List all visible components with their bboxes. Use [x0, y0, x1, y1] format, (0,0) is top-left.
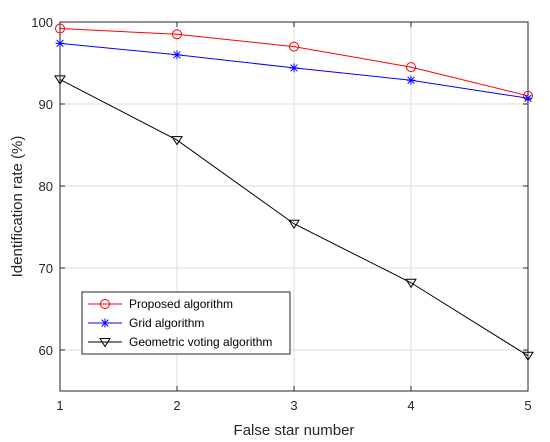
series-group — [54, 23, 534, 362]
data-point — [55, 38, 65, 48]
series-line — [59, 78, 529, 357]
data-point — [289, 63, 299, 73]
x-tick-label: 4 — [407, 398, 414, 413]
legend: Proposed algorithm Grid algorithm Geometri… — [81, 291, 291, 355]
data-point — [171, 136, 183, 146]
data-point — [406, 75, 416, 85]
legend-item: Proposed algorithm — [88, 297, 233, 311]
x-axis-label: False star number — [234, 422, 355, 439]
x-tick-label: 2 — [173, 398, 180, 413]
y-tick-label: 70 — [39, 261, 53, 276]
data-point — [55, 23, 65, 34]
data-point — [172, 29, 182, 40]
legend-item: Grid algorithm — [88, 316, 204, 330]
y-tick-label: 60 — [39, 343, 53, 358]
legend-label: Grid algorithm — [129, 316, 204, 330]
data-point — [405, 278, 417, 289]
data-point — [54, 75, 66, 85]
series-1 — [55, 23, 533, 101]
series-3 — [54, 75, 534, 362]
series-line — [59, 28, 529, 97]
x-tick-label: 3 — [290, 398, 297, 413]
data-point — [523, 93, 533, 103]
legend-marker — [100, 299, 110, 309]
data-point — [406, 62, 416, 73]
y-tick-label: 80 — [39, 179, 53, 194]
legend-item: Geometric voting algorithm — [88, 335, 272, 349]
legend-marker — [100, 318, 110, 328]
data-point — [288, 219, 300, 230]
axis-ticks: 1 2 3 4 5 60 70 80 90 100 — [31, 15, 531, 413]
data-point — [289, 41, 299, 52]
x-tick-label: 5 — [524, 398, 531, 413]
x-tick-label: 1 — [56, 398, 63, 413]
legend-marker — [99, 338, 111, 348]
y-tick-label: 90 — [39, 97, 53, 112]
data-point — [172, 50, 182, 60]
legend-label: Geometric voting algorithm — [129, 335, 272, 349]
y-axis-label: Identification rate (%) — [9, 136, 26, 278]
series-2 — [55, 38, 533, 103]
data-point — [522, 351, 534, 362]
legend-label: Proposed algorithm — [129, 297, 233, 311]
y-tick-label: 100 — [31, 15, 53, 30]
